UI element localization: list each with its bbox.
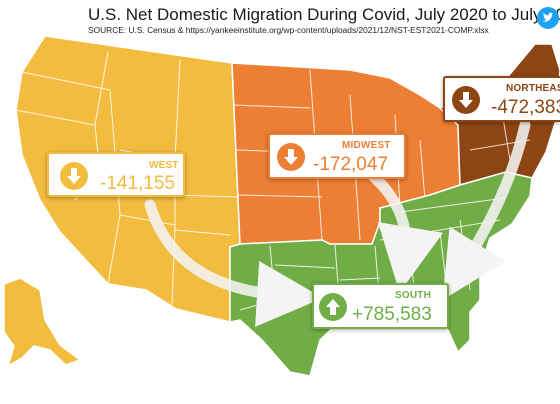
page-title: U.S. Net Domestic Migration During Covid…	[88, 5, 560, 24]
down-arrow-icon	[452, 86, 480, 114]
west-value: -141,155	[100, 173, 176, 194]
northeast-callout: NORTHEAST -472,383	[443, 76, 560, 122]
up-arrow-icon	[319, 293, 347, 321]
down-arrow-icon	[277, 143, 305, 171]
midwest-value: -172,047	[313, 154, 389, 175]
down-arrow-icon	[60, 162, 88, 190]
northeast-value: -472,383	[491, 97, 560, 118]
twitter-bird-icon[interactable]	[536, 6, 560, 30]
arrow-northeast-to-south	[442, 119, 531, 300]
west-callout: WEST -141,155	[47, 152, 185, 197]
west-label: WEST	[149, 160, 179, 171]
source-note: SOURCE: U.S. Census & https://yankeeinst…	[88, 25, 489, 35]
region-alaska	[3, 277, 82, 368]
northeast-label: NORTHEAST	[506, 83, 560, 94]
south-label: SOUTH	[395, 290, 431, 301]
arrow-midwest-to-south	[366, 169, 443, 293]
arrow-west-to-south	[144, 199, 323, 327]
south-callout: SOUTH +785,583	[312, 283, 449, 329]
south-value: +785,583	[352, 304, 432, 325]
midwest-callout: MIDWEST -172,047	[268, 133, 406, 179]
midwest-label: MIDWEST	[342, 140, 391, 151]
migration-arrows	[144, 119, 531, 327]
